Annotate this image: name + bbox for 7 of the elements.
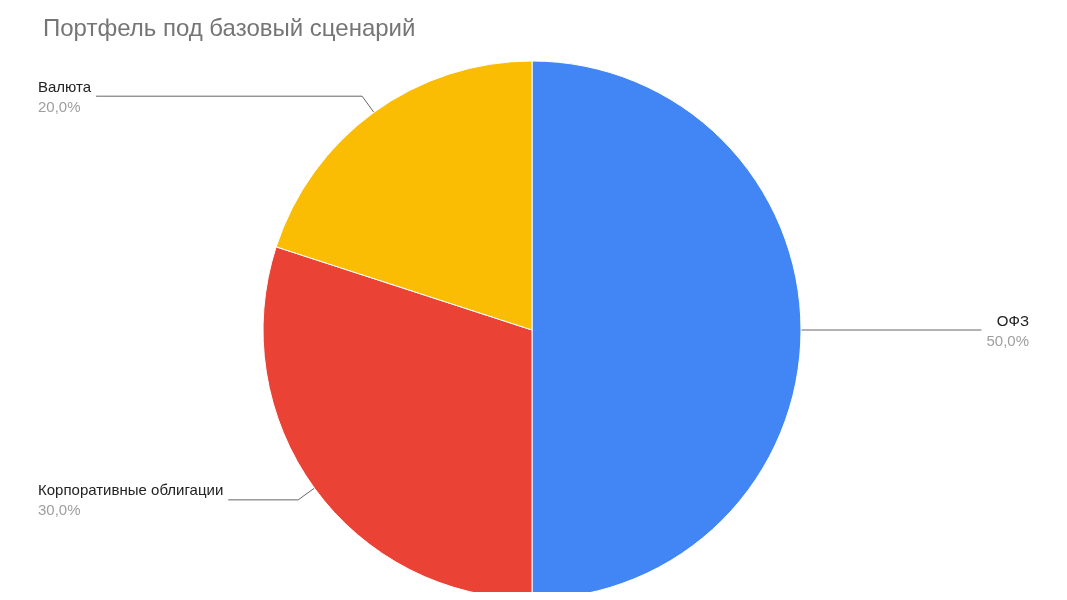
data-label: 20,0%: [38, 97, 81, 115]
data-label: 30,0%: [38, 501, 81, 519]
slice-label: Валюта: [38, 77, 92, 95]
chart-title: Портфель под базовый сценарий: [43, 13, 416, 41]
slice-label: ОФЗ: [996, 311, 1029, 329]
data-label: 50,0%: [986, 331, 1029, 349]
slice-label: Корпоративные облигации: [38, 481, 224, 499]
